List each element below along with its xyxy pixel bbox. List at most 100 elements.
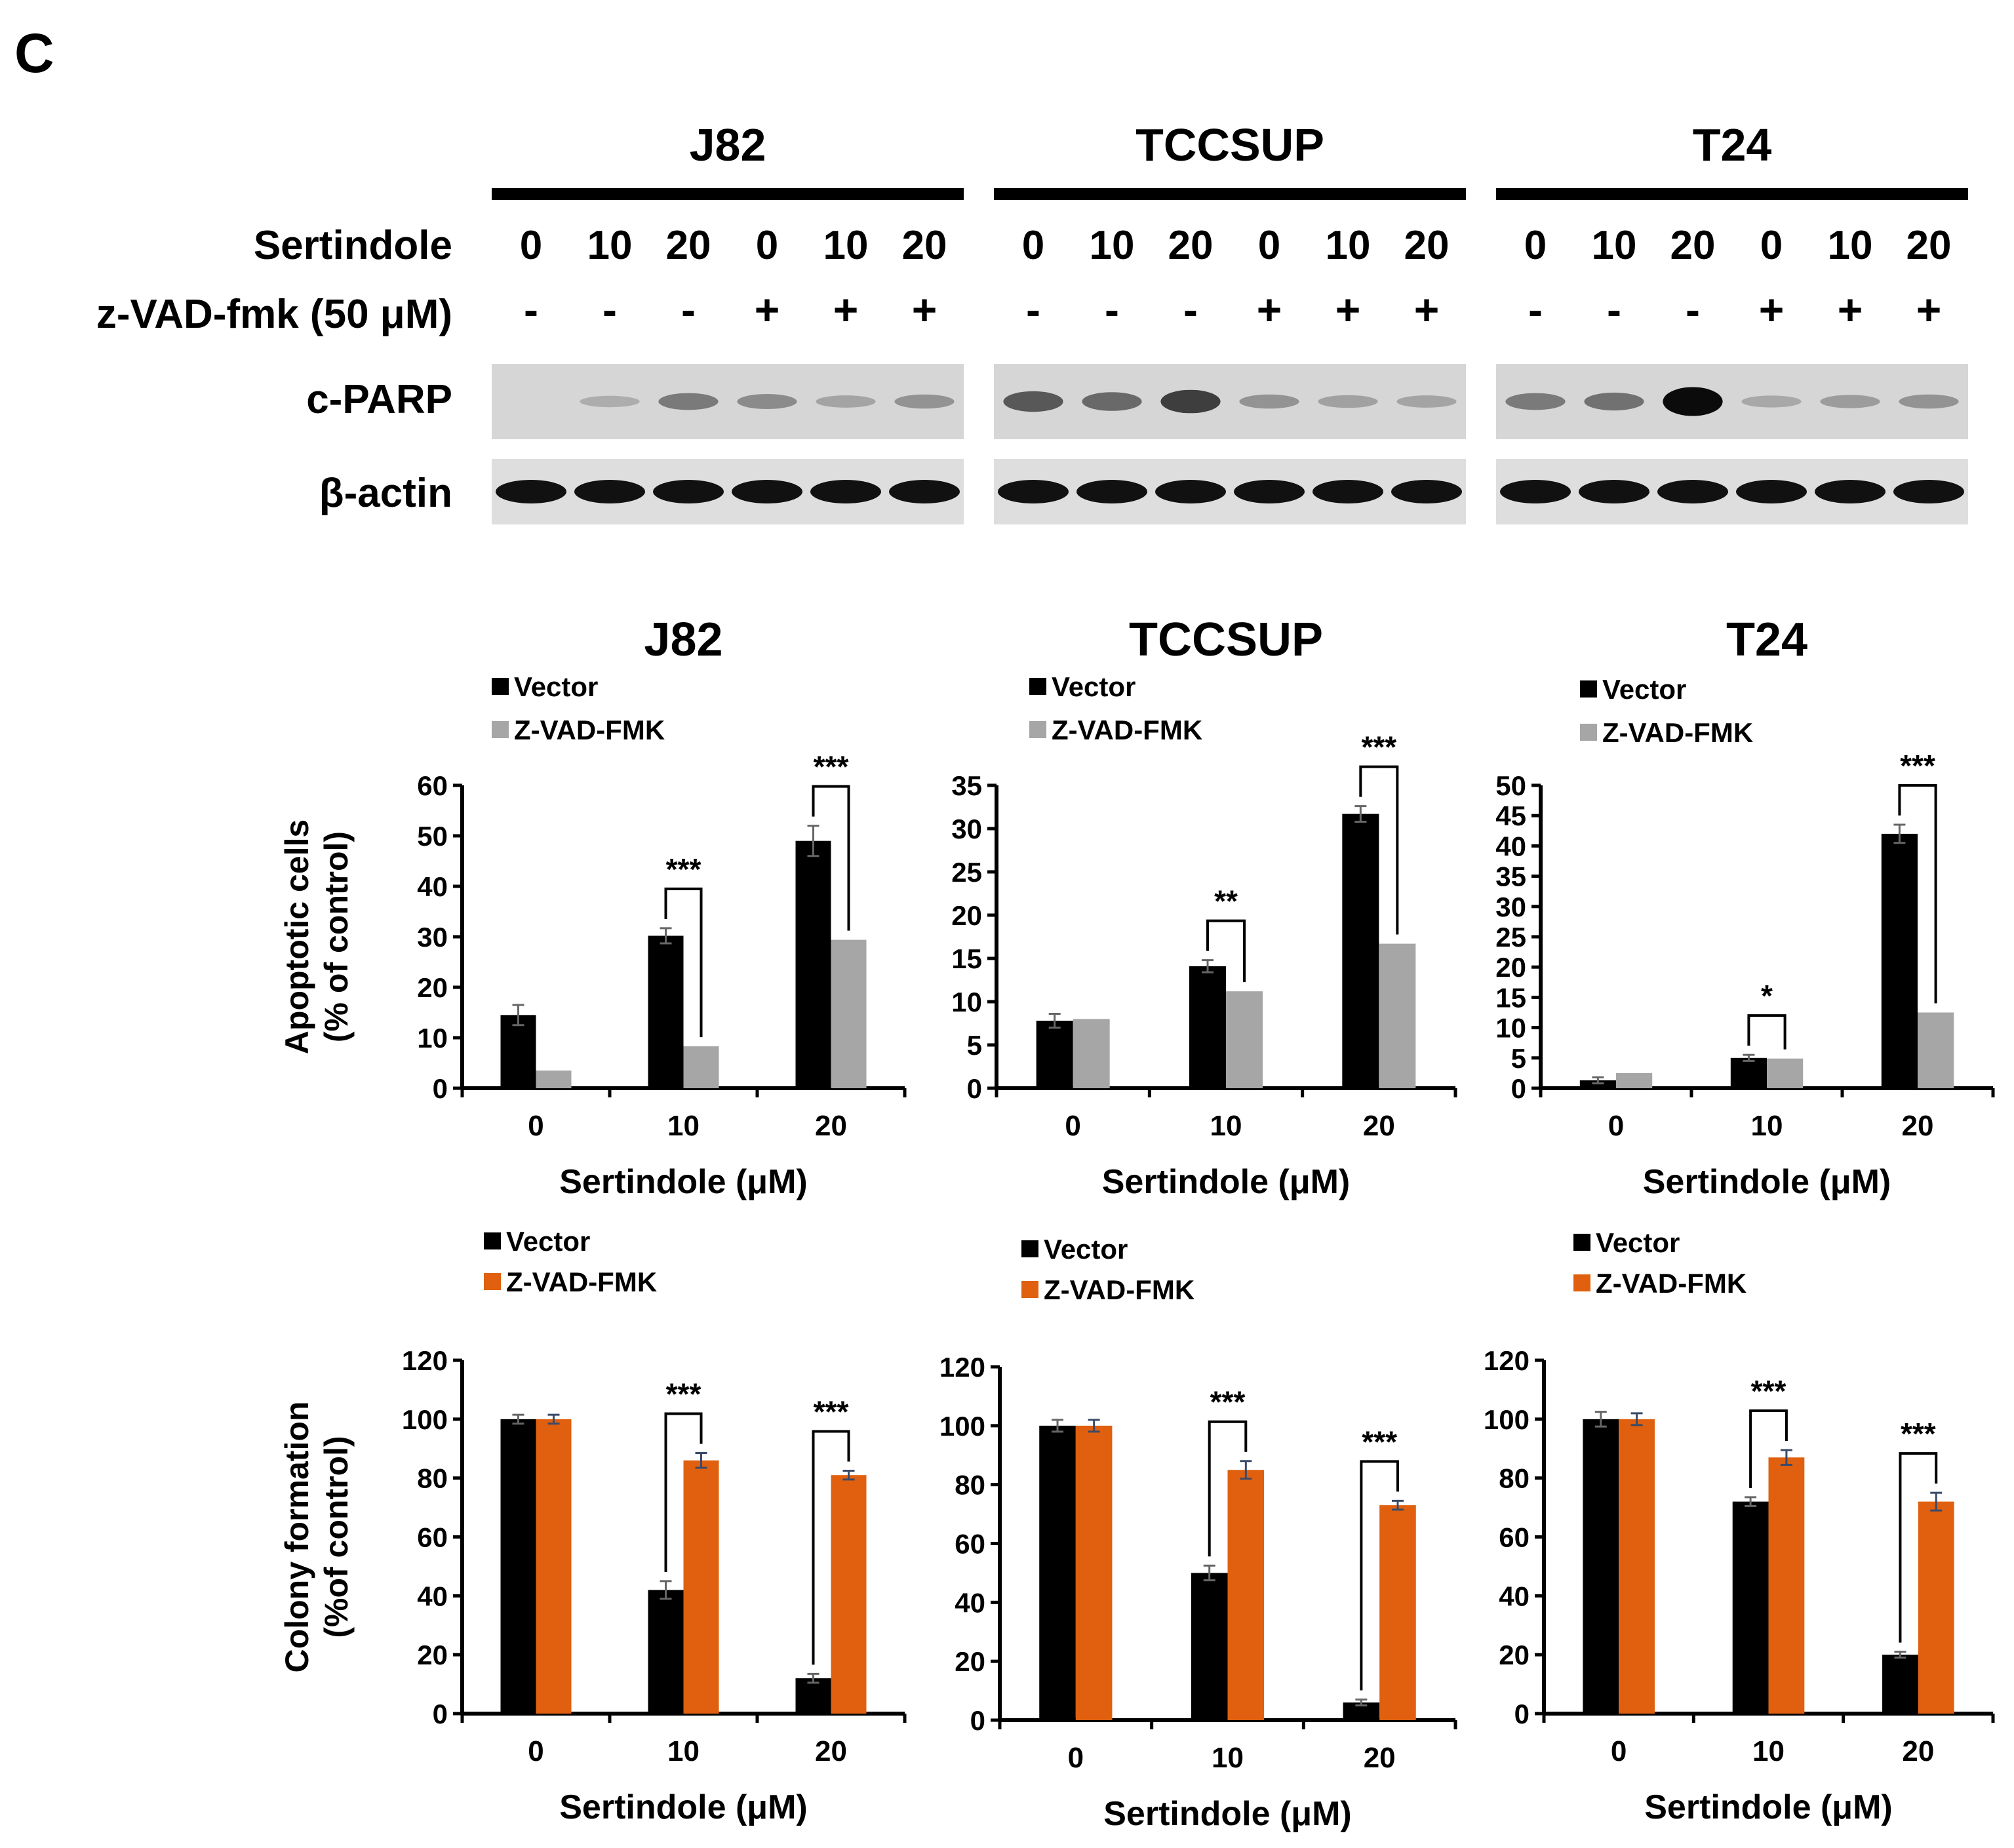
legend-label: Z-VAD-FMK [1602, 717, 1753, 748]
chart-title: J82 [644, 614, 722, 666]
lane-zvad-label: + [755, 285, 780, 334]
x-tick-label: 10 [1210, 1110, 1242, 1142]
actin-band [889, 480, 960, 503]
actin-band [496, 480, 566, 503]
significance-label: *** [1751, 1374, 1787, 1408]
significance-label: *** [814, 750, 849, 784]
significance-bracket [1749, 1409, 1788, 1488]
cparp-blot-background [492, 364, 964, 439]
actin-band [1736, 480, 1807, 503]
actin-band [810, 480, 881, 503]
x-tick-label: 10 [667, 1110, 700, 1142]
cparp-band [658, 393, 719, 410]
bar [1191, 1573, 1228, 1720]
y-tick-label: 20 [1499, 1640, 1530, 1670]
lane-dose-label: 20 [1168, 223, 1214, 268]
bar [500, 1419, 536, 1714]
x-tick-label: 20 [1364, 1742, 1396, 1774]
x-tick-label: 10 [1751, 1110, 1783, 1142]
legend-swatch [484, 1273, 501, 1290]
actin-band [574, 480, 645, 503]
y-tick-label: 60 [955, 1529, 985, 1560]
blot-header-bar [492, 188, 964, 200]
bar [795, 840, 831, 1088]
y-tick-label: 40 [955, 1587, 985, 1618]
y-tick-label: 30 [951, 814, 982, 844]
bar [1882, 1655, 1918, 1714]
significance-bracket [1899, 1452, 1938, 1643]
cparp-band [816, 395, 876, 408]
lane-zvad-label: + [1335, 285, 1361, 334]
y-tick-label: 60 [417, 1522, 448, 1553]
bar [1342, 814, 1379, 1088]
lane-dose-label: 10 [587, 223, 633, 268]
x-tick-label: 20 [1902, 1735, 1934, 1767]
actin-band [1076, 480, 1147, 503]
y-tick-label: 120 [402, 1345, 448, 1376]
y-tick-label: 20 [955, 1646, 985, 1677]
cparp-band [1505, 393, 1566, 410]
actin-band [1313, 480, 1383, 503]
x-tick-label: 20 [1363, 1110, 1395, 1142]
lane-zvad-label: - [681, 285, 696, 334]
significance-label: * [1761, 979, 1773, 1013]
cparp-blot-background [1496, 364, 1968, 439]
bar [536, 1071, 572, 1088]
y-axis-label: Apoptotic cells [279, 819, 315, 1054]
cparp-blot-background [994, 364, 1466, 439]
bar [1619, 1419, 1655, 1714]
lane-dose-label: 0 [1760, 223, 1783, 268]
significance-bracket [1747, 1014, 1787, 1050]
bar [536, 1419, 572, 1714]
lane-zvad-label: + [1414, 285, 1440, 334]
cparp-band [1584, 392, 1644, 411]
legend-label: Z-VAD-FMK [514, 715, 665, 745]
blot-cell-line-title: TCCSUP [1135, 119, 1324, 170]
legend-label: Vector [1044, 1234, 1128, 1265]
y-tick-label: 0 [433, 1073, 448, 1104]
cparp-band [1899, 394, 1959, 409]
legend-label: Z-VAD-FMK [1044, 1274, 1195, 1305]
y-tick-label: 80 [1499, 1463, 1530, 1494]
y-tick-label: 40 [417, 871, 448, 902]
y-tick-label: 40 [1495, 831, 1526, 861]
legend-label: Vector [506, 1226, 590, 1257]
significance-label: ** [1214, 884, 1238, 918]
bar [500, 1015, 536, 1088]
significance-label: *** [1900, 749, 1935, 783]
legend-label: Vector [1596, 1227, 1680, 1258]
actin-band [1815, 480, 1886, 503]
legend-swatch [1029, 678, 1046, 695]
bar [1075, 1425, 1113, 1720]
cparp-band [1741, 395, 1802, 408]
cparp-band [1003, 391, 1063, 412]
y-tick-label: 80 [417, 1463, 448, 1494]
lane-dose-label: 10 [1326, 223, 1371, 268]
lane-zvad-label: + [833, 285, 859, 334]
lane-dose-label: 20 [1670, 223, 1716, 268]
cparp-band [737, 394, 797, 409]
chart-panel: Vector Z-VAD-FMK 0 20 40 60 80 100 120 0 10 20 Serti… [939, 1234, 1457, 1833]
lane-dose-label: 0 [520, 223, 542, 268]
y-tick-label: 10 [417, 1023, 448, 1053]
bar [1767, 1058, 1804, 1088]
blot-header-bar [1496, 188, 1968, 200]
bar [648, 1590, 684, 1714]
lane-dose-label: 10 [1090, 223, 1135, 268]
row-label-actin: β-actin [319, 471, 452, 516]
significance-label: *** [1210, 1385, 1246, 1419]
significance-bracket [664, 887, 703, 1038]
y-tick-label: 80 [955, 1470, 985, 1501]
y-tick-label: 30 [417, 922, 448, 953]
lane-dose-label: 20 [666, 223, 711, 268]
actin-blot-background [492, 459, 964, 524]
panel-letter: C [14, 22, 54, 84]
significance-bracket [812, 785, 850, 931]
legend-swatch [1573, 1274, 1590, 1291]
significance-bracket [812, 1430, 850, 1665]
legend-label: Z-VAD-FMK [1052, 715, 1202, 745]
cparp-band [1239, 394, 1299, 409]
bar [1918, 1501, 1954, 1714]
y-tick-label: 60 [1499, 1522, 1530, 1553]
